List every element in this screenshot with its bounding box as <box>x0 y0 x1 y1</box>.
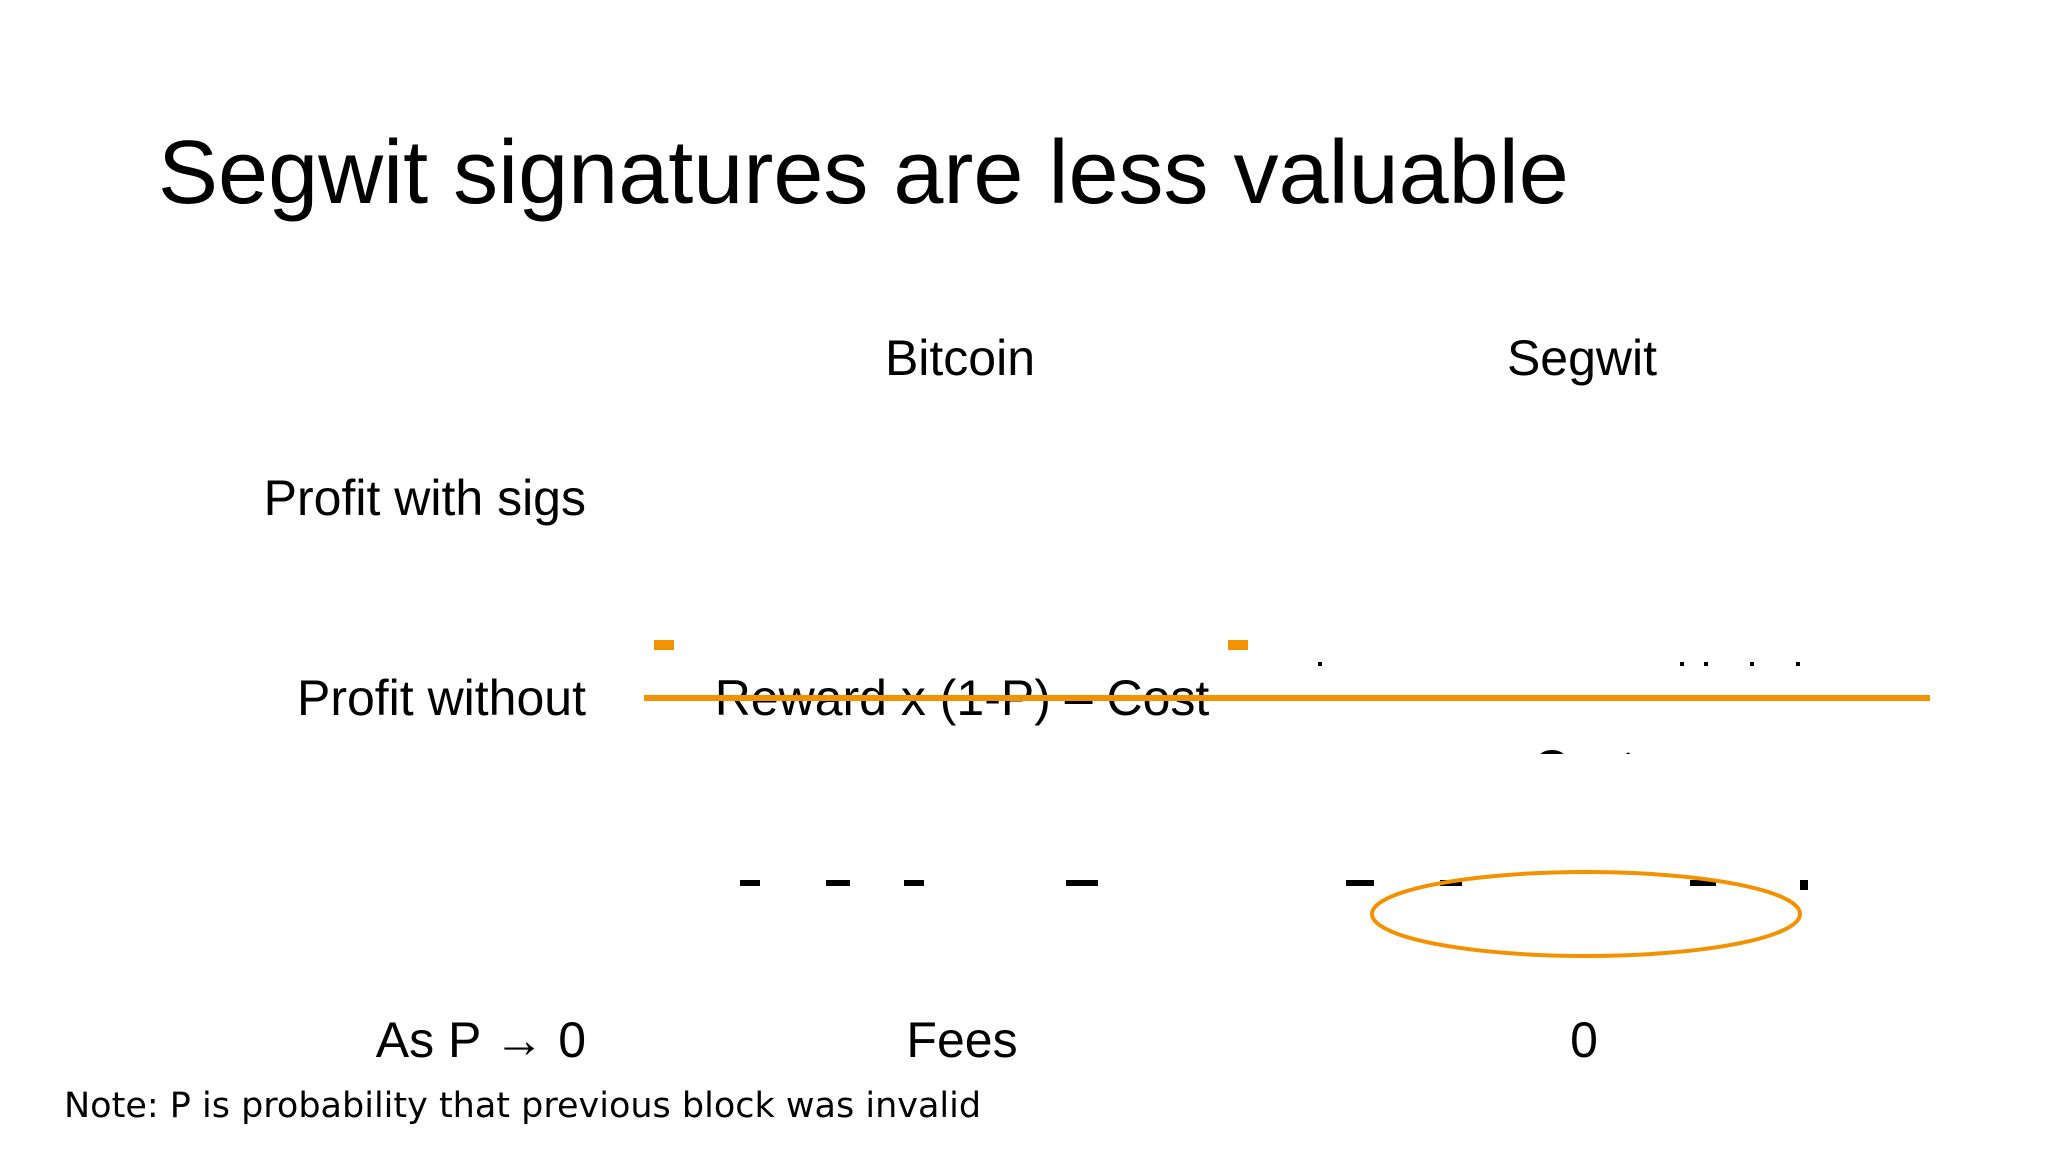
row-label-profit-without: Profit without <box>296 670 586 726</box>
accent-tick-left <box>654 640 674 650</box>
partial-formula-mark <box>826 880 850 886</box>
partial-formula-dot <box>1318 662 1322 666</box>
cell-bitcoin-limit: Fees <box>906 1012 1018 1068</box>
accent-tick-right <box>1228 640 1248 650</box>
partial-formula-mark <box>904 880 924 886</box>
row-label-profit-with-sigs: Profit with sigs <box>263 470 586 526</box>
partial-formula-mark <box>1440 880 1462 886</box>
partial-formula-mark <box>1066 880 1098 886</box>
partial-formula-mark <box>1346 880 1374 886</box>
cell-bitcoin-profit-without: Reward x (1-P) – Cost <box>714 670 1210 726</box>
slide-title: Segwit signatures are less valuable <box>158 123 1569 223</box>
footnote: Note: P is probability that previous blo… <box>64 1086 982 1126</box>
cell-segwit-cost-clip: Cost <box>1480 730 1690 754</box>
column-header-bitcoin: Bitcoin <box>884 330 1036 386</box>
row-label-limit: As P → 0 <box>375 1012 586 1068</box>
cell-segwit-cost: Cost <box>1533 738 1636 754</box>
partial-formula-dot <box>1680 662 1684 666</box>
partial-formula-dot <box>1750 662 1754 666</box>
column-header-segwit: Segwit <box>1506 330 1658 386</box>
highlight-ellipse <box>1370 870 1802 958</box>
partial-formula-mark <box>1690 880 1716 886</box>
partial-formula-mark <box>740 880 760 886</box>
partial-formula-dot <box>1704 662 1708 666</box>
cell-segwit-limit: 0 <box>1570 1012 1598 1068</box>
partial-formula-mark <box>1800 880 1808 890</box>
partial-formula-dot <box>1796 662 1800 666</box>
